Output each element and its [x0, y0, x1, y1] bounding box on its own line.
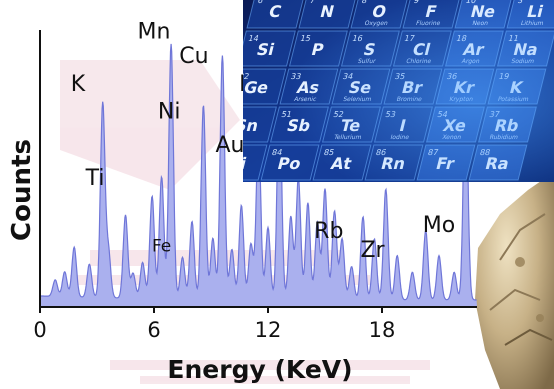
peak-label-ni: Ni — [158, 100, 181, 125]
x-ticks: 0 6 12 18 — [33, 307, 395, 342]
peak-label-fe: Fe — [152, 237, 171, 257]
x-tick-label: 18 — [369, 318, 396, 342]
x-tick-label: 0 — [33, 318, 46, 342]
peak-label-k: K — [71, 72, 86, 97]
y-axis-title: Counts — [7, 139, 37, 241]
peak-label-mo: Mo — [423, 213, 455, 238]
x-tick-label: 12 — [255, 318, 282, 342]
peak-label-ti: Ti — [85, 166, 105, 191]
peak-label-rb: Rb — [314, 219, 343, 244]
peak-label-au: Au — [216, 133, 245, 158]
peak-label-zr: Zr — [360, 238, 385, 263]
peak-label-mn: Mn — [138, 19, 171, 44]
x-tick-label: 6 — [147, 318, 160, 342]
peak-label-cu: Cu — [179, 44, 208, 69]
x-axis-title: Energy (KeV) — [167, 355, 352, 384]
periodic-table-image: 6C7N8OOxygen9FFluorine10NeNeon3LiLithium… — [243, 0, 554, 182]
rock-sample-image — [475, 172, 554, 389]
